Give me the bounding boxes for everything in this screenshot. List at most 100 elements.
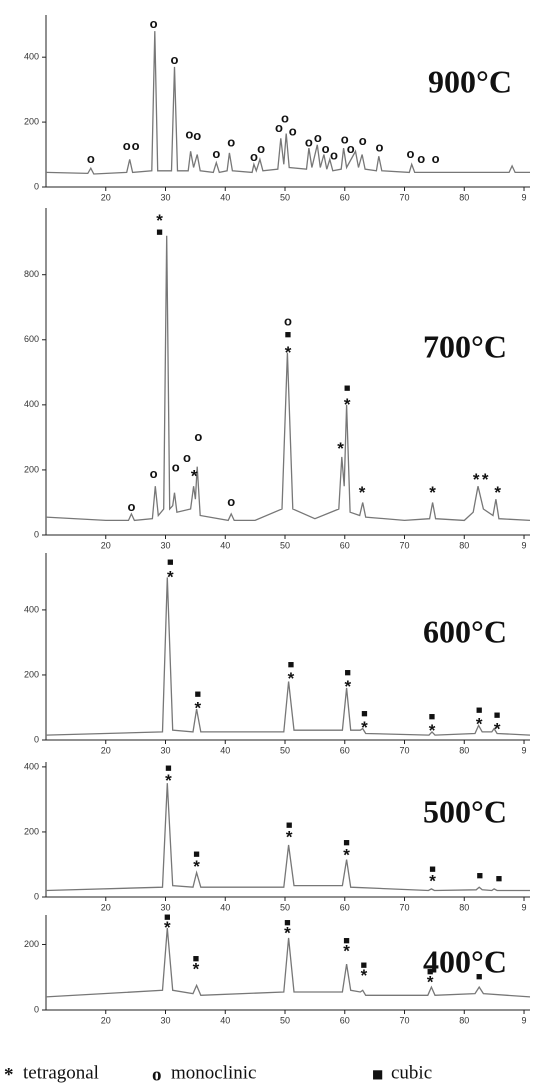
- x-tick-label: 40: [220, 540, 230, 550]
- peak-marker: ■: [343, 935, 350, 947]
- y-tick-label: 0: [34, 1004, 39, 1014]
- y-tick-label: 200: [24, 826, 39, 836]
- y-tick-label: 400: [24, 604, 39, 614]
- peak-marker: o: [375, 139, 383, 154]
- peak-marker: ■: [429, 711, 436, 723]
- y-tick-label: 400: [24, 52, 39, 62]
- peak-marker: o: [281, 110, 289, 125]
- x-tick-label: 70: [400, 902, 410, 912]
- x-tick-label: 20: [101, 540, 111, 550]
- x-tick-label: 40: [220, 745, 230, 755]
- legend-symbol: o: [152, 1064, 162, 1085]
- xrd-line: [45, 31, 530, 175]
- x-tick-label: 60: [340, 192, 350, 202]
- y-tick-label: 200: [24, 939, 39, 949]
- peak-marker: ■: [427, 966, 434, 978]
- peak-marker: o: [193, 128, 201, 143]
- x-tick-label: 50: [280, 745, 290, 755]
- peak-marker: ■: [194, 688, 201, 700]
- peak-marker: o: [185, 127, 193, 142]
- y-tick-label: 600: [24, 334, 39, 344]
- peak-marker: ■: [286, 819, 293, 831]
- peak-marker: *: [482, 470, 489, 489]
- peak-marker: ■: [476, 870, 483, 882]
- peak-marker: *: [156, 211, 163, 230]
- y-tick-label: 200: [24, 116, 39, 126]
- peak-marker: o: [170, 52, 178, 67]
- x-tick-label: 70: [400, 192, 410, 202]
- peak-marker: *: [361, 966, 368, 985]
- peak-marker: o: [150, 466, 158, 481]
- panel-title: 700°C: [423, 328, 507, 364]
- peak-marker: *: [429, 483, 436, 502]
- peak-marker: o: [227, 494, 235, 509]
- x-tick-label: 60: [340, 745, 350, 755]
- peak-marker: *: [164, 918, 171, 937]
- legend-label: monoclinic: [171, 1062, 256, 1083]
- peak-marker: o: [417, 151, 425, 166]
- x-tick-label: 30: [160, 192, 170, 202]
- peak-marker: ■: [344, 382, 351, 394]
- peak-marker: *: [343, 942, 350, 961]
- y-tick-label: 0: [34, 734, 39, 744]
- x-tick-label: 80: [459, 745, 469, 755]
- peak-marker: ■: [193, 953, 200, 965]
- peak-marker: *: [286, 828, 293, 847]
- peak-marker: *: [361, 718, 368, 737]
- peak-marker: ■: [476, 705, 483, 717]
- peak-marker: *: [476, 715, 483, 734]
- peak-marker: ■: [165, 762, 172, 774]
- peak-marker: *: [429, 721, 436, 740]
- peak-marker: ■: [167, 557, 174, 569]
- peak-marker: o: [347, 141, 355, 156]
- peak-marker: o: [284, 313, 292, 328]
- x-tick-label: 30: [160, 745, 170, 755]
- x-tick-label: 40: [220, 902, 230, 912]
- peak-marker: *: [473, 470, 480, 489]
- peak-marker: ■: [476, 971, 483, 983]
- peak-marker: *: [193, 960, 200, 979]
- x-tick-label: 30: [160, 1015, 170, 1025]
- peak-marker: o: [322, 141, 330, 156]
- x-tick-label: 60: [340, 540, 350, 550]
- x-tick-label: 9: [522, 192, 527, 202]
- x-tick-label: 50: [280, 192, 290, 202]
- xrd-line: [45, 928, 531, 998]
- peak-marker: o: [212, 146, 220, 161]
- xrd-line: [45, 783, 530, 892]
- panel-title: 500°C: [423, 793, 507, 829]
- panel-title: 900°C: [428, 63, 512, 99]
- peak-marker: *: [344, 395, 351, 414]
- peak-marker: *: [165, 771, 172, 790]
- peak-marker: *: [191, 467, 198, 486]
- x-tick-label: 20: [101, 902, 111, 912]
- x-tick-label: 30: [160, 540, 170, 550]
- y-tick-label: 800: [24, 269, 39, 279]
- peak-marker: *: [427, 973, 434, 992]
- x-tick-label: 80: [459, 540, 469, 550]
- peak-marker: *: [285, 343, 292, 362]
- peak-marker: ■: [156, 226, 163, 238]
- peak-marker: o: [305, 135, 313, 150]
- peak-marker: o: [132, 138, 140, 153]
- peak-marker: o: [194, 429, 202, 444]
- legend-label: cubic: [391, 1062, 432, 1083]
- x-tick-label: 9: [522, 1015, 527, 1025]
- peak-marker: *: [344, 677, 351, 696]
- x-tick-label: 50: [280, 902, 290, 912]
- peak-marker: o: [330, 148, 338, 163]
- x-tick-label: 9: [522, 540, 527, 550]
- peak-marker: *: [288, 669, 295, 688]
- peak-marker: o: [314, 130, 322, 145]
- x-tick-label: 40: [220, 192, 230, 202]
- legend-symbol: *: [4, 1064, 14, 1085]
- peak-marker: *: [284, 924, 291, 943]
- peak-marker: *: [194, 698, 201, 717]
- peak-marker: ■: [494, 710, 501, 722]
- y-tick-label: 400: [24, 399, 39, 409]
- x-tick-label: 60: [340, 1015, 350, 1025]
- peak-marker: o: [257, 141, 265, 156]
- x-tick-label: 70: [400, 745, 410, 755]
